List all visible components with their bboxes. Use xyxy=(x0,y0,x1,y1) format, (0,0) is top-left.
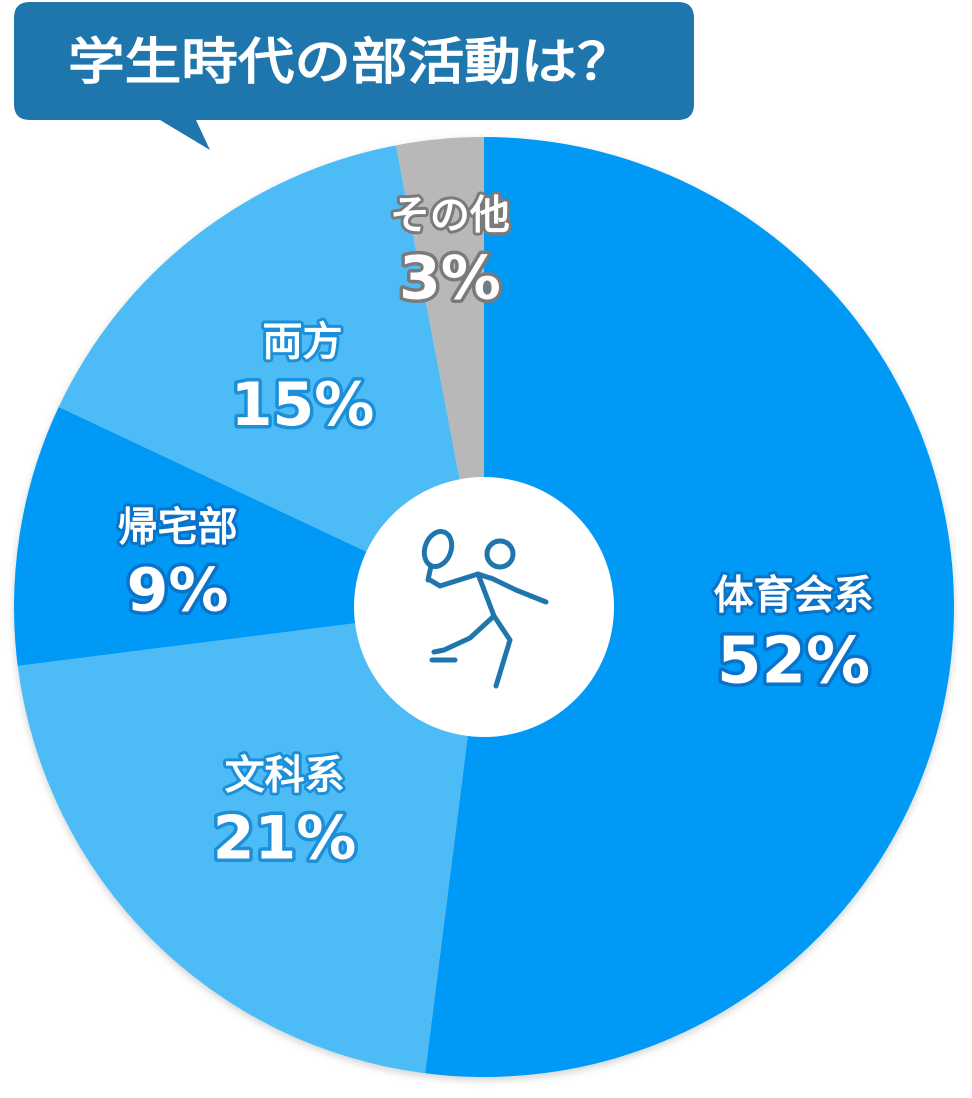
slice-label-group-3: 帰宅部 9% xyxy=(115,501,241,629)
slice-label-group-5: その他 3% xyxy=(387,190,513,317)
pie-slice-2 xyxy=(17,607,485,1074)
slice-name-label: その他 xyxy=(390,193,510,239)
chart-title: 学生時代の部活動は？ xyxy=(68,33,634,91)
pie-slice-4 xyxy=(58,145,484,607)
slice-label-group-2: 文科系 21% xyxy=(209,749,360,877)
slice-label-group-1: 体育会系 52% xyxy=(711,569,877,702)
slice-name-label: 帰宅部 xyxy=(118,504,238,550)
slice-name-label: 体育会系 xyxy=(714,572,874,618)
center-circle xyxy=(354,477,614,737)
slice-value-label: 15% xyxy=(231,370,375,440)
slice-value-label: 9% xyxy=(127,555,229,625)
pie-slice-1 xyxy=(425,137,954,1077)
tennis-player-icon xyxy=(421,529,549,689)
title-bubble-shape xyxy=(14,2,694,150)
pie-slices xyxy=(13,137,954,1077)
title-bubble: 学生時代の部活動は？ xyxy=(14,2,694,150)
slice-name-label: 両方 xyxy=(263,319,343,365)
slice-label-group-4: 両方 15% xyxy=(227,316,378,444)
slice-labels: 体育会系 52% 文科系 21% 帰宅部 9% 両方 15% その他 3% xyxy=(115,190,877,877)
slice-name-label: 文科系 xyxy=(225,752,345,798)
slice-value-label: 21% xyxy=(213,803,357,873)
slice-value-label: 52% xyxy=(717,624,870,698)
slice-value-label: 3% xyxy=(399,244,501,314)
